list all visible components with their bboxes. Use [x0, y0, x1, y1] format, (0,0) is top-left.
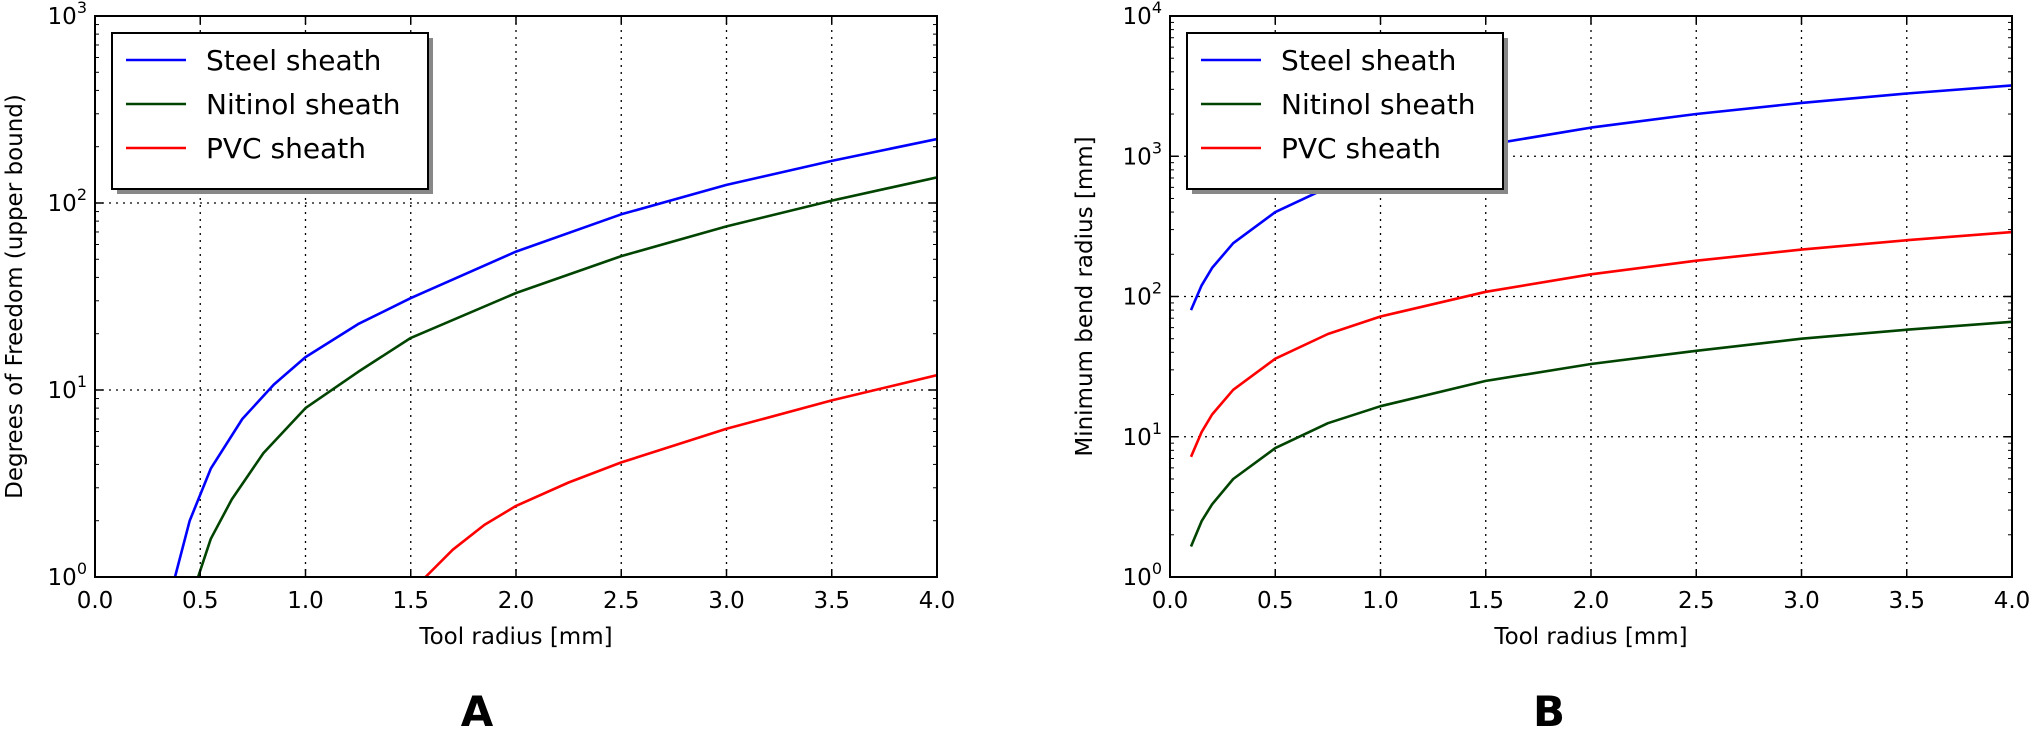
x-tick-label: 2.5 [603, 588, 640, 614]
y-tick-label: 103 [1123, 138, 1162, 170]
y-tick-label-exponent: 0 [1152, 559, 1162, 578]
legend-label: Nitinol sheath [1281, 88, 1475, 121]
y-tick-label-base: 10 [1123, 4, 1152, 30]
y-tick-label-exponent: 1 [77, 372, 87, 391]
x-tick-label: 3.0 [1783, 588, 1820, 614]
y-tick-label: 100 [48, 559, 87, 591]
y-tick-label: 103 [48, 0, 87, 30]
x-tick-label: 0.5 [182, 588, 219, 614]
x-tick-label: 0.5 [1257, 588, 1294, 614]
legend-label: PVC sheath [206, 132, 366, 165]
panel-label: B [1533, 687, 1565, 733]
x-tick-label: 2.5 [1678, 588, 1715, 614]
y-tick-label-base: 10 [1123, 144, 1152, 170]
legend: Steel sheath Nitinol sheath PVC sheath [111, 32, 429, 190]
legend-label: Steel sheath [206, 44, 381, 77]
x-axis-label: Tool radius [mm] [418, 624, 612, 650]
y-tick-label: 104 [1123, 0, 1162, 30]
x-tick-label: 2.0 [1573, 588, 1610, 614]
x-tick-label: 3.5 [813, 588, 850, 614]
series-line-steel-sheath [173, 137, 937, 577]
series-line-pvc-sheath [1189, 230, 2012, 458]
y-tick-label: 100 [1123, 559, 1162, 591]
legend-label: PVC sheath [1281, 132, 1441, 165]
y-tick-label-base: 10 [48, 378, 77, 404]
x-tick-label: 1.0 [1362, 588, 1399, 614]
y-tick-label-exponent: 0 [77, 559, 87, 578]
y-tick-label: 101 [48, 372, 87, 404]
y-tick-label-exponent: 2 [77, 185, 87, 204]
x-tick-label: 4.0 [919, 588, 956, 614]
x-tick-label: 1.5 [1467, 588, 1504, 614]
series-line-pvc-sheath [424, 373, 937, 577]
series-line-nitinol-sheath [196, 176, 937, 577]
x-tick-label: 4.0 [1994, 588, 2031, 614]
y-tick-label-exponent: 3 [77, 0, 87, 17]
chart-panel-b: 0.0 0.5 1.0 1.5 2.0 2.5 3.0 3.5 4.01001011021031… [1072, 0, 2030, 733]
y-tick-label-exponent: 4 [1152, 0, 1162, 17]
x-tick-label: 0.0 [77, 588, 114, 614]
chart-panel-a: 0.0 0.5 1.0 1.5 2.0 2.5 3.0 3.5 4.0100101102103T… [2, 0, 955, 733]
y-axis-label: Minimum bend radius [mm] [1072, 136, 1098, 456]
y-tick-label-base: 10 [48, 191, 77, 217]
x-tick-label: 2.0 [498, 588, 535, 614]
x-axis-label: Tool radius [mm] [1493, 624, 1687, 650]
x-tick-label: 1.5 [392, 588, 429, 614]
panel-label: A [461, 687, 494, 733]
legend-box [1186, 32, 1504, 190]
y-tick-label: 102 [48, 185, 87, 217]
x-tick-label: 3.0 [708, 588, 745, 614]
y-tick-label-base: 10 [1123, 425, 1152, 451]
y-tick-label-exponent: 1 [1152, 419, 1162, 438]
x-tick-label: 3.5 [1888, 588, 1925, 614]
y-tick-label: 102 [1123, 279, 1162, 311]
y-tick-label: 101 [1123, 419, 1162, 451]
x-tick-label: 0.0 [1152, 588, 1189, 614]
y-tick-label-exponent: 3 [1152, 138, 1162, 157]
y-tick-label-base: 10 [48, 4, 77, 30]
y-tick-label-base: 10 [1123, 285, 1152, 311]
legend-label: Steel sheath [1281, 44, 1456, 77]
x-tick-label: 1.0 [287, 588, 324, 614]
legend-label: Nitinol sheath [206, 88, 400, 121]
y-tick-label-base: 10 [48, 565, 77, 591]
y-axis-label: Degrees of Freedom (upper bound) [2, 94, 28, 499]
y-tick-label-exponent: 2 [1152, 279, 1162, 298]
series-line-nitinol-sheath [1189, 320, 2012, 548]
legend: Steel sheath Nitinol sheath PVC sheath [1186, 32, 1504, 190]
y-tick-label-base: 10 [1123, 565, 1152, 591]
